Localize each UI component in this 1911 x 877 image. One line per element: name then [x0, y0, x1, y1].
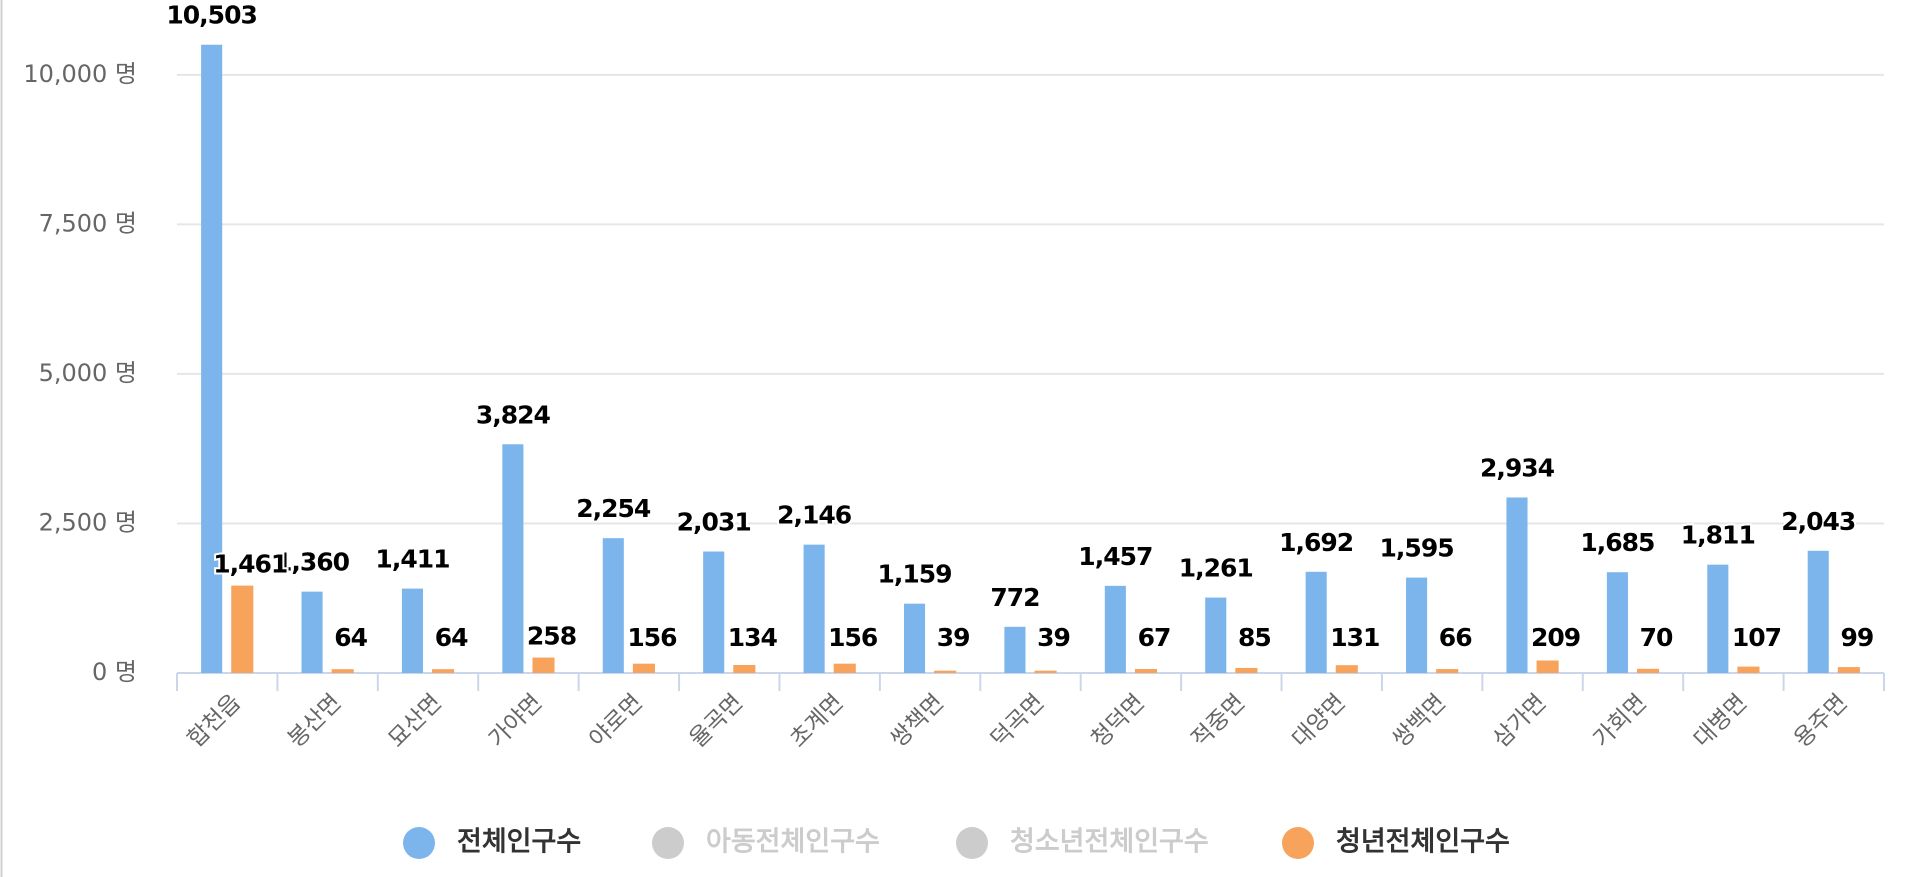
x-tick-label: 야로면: [584, 689, 647, 752]
data-label: 99: [1840, 623, 1873, 652]
bar: [903, 603, 926, 673]
x-tick-label: 합천읍: [183, 689, 246, 752]
bar: [1104, 585, 1126, 673]
data-label: 258: [527, 622, 576, 651]
legend-label[interactable]: 아동전체인구수: [706, 827, 880, 858]
bar: [1034, 670, 1057, 673]
legend-marker[interactable]: [403, 827, 435, 859]
bar: [1506, 497, 1528, 673]
bar: [833, 663, 856, 673]
data-label: 1,811: [1681, 521, 1755, 550]
data-label: 156: [627, 623, 677, 652]
y-tick-label: 2,500 명: [39, 508, 137, 536]
bar: [632, 663, 655, 673]
x-tick-label: 쌍책면: [886, 689, 949, 752]
x-tick-label: 초계면: [785, 689, 848, 752]
data-label: 1,461: [213, 550, 287, 579]
data-label: 156: [828, 623, 878, 652]
x-tick-label: 덕곡면: [986, 689, 1049, 752]
bar: [1636, 668, 1660, 673]
data-label: 1,261: [1179, 554, 1253, 583]
data-label: 10,503: [166, 1, 256, 30]
legend-marker[interactable]: [956, 827, 988, 859]
data-label: 66: [1439, 623, 1472, 652]
data-label: 134: [728, 623, 778, 652]
data-label: 1,692: [1279, 528, 1353, 557]
x-tick-label: 대병면: [1689, 689, 1752, 752]
bar: [432, 669, 455, 673]
x-tick-label: 청덕면: [1086, 689, 1149, 752]
data-label: 1,685: [1580, 528, 1654, 557]
bar: [1004, 626, 1026, 673]
data-label: 39: [1037, 623, 1070, 652]
data-label: 85: [1238, 623, 1271, 652]
data-label: 1,595: [1380, 534, 1454, 563]
bar: [1807, 550, 1829, 673]
legend-marker[interactable]: [652, 827, 684, 859]
bar: [1436, 669, 1459, 673]
bar: [201, 44, 223, 674]
x-tick-label: 쌍백면: [1388, 689, 1451, 752]
bar: [1837, 667, 1860, 673]
bar: [1335, 665, 1358, 673]
bar: [231, 585, 254, 673]
bar: [803, 544, 825, 673]
data-label: 39: [937, 623, 970, 652]
bar: [401, 588, 424, 673]
data-label: 2,146: [777, 501, 852, 530]
legend-label[interactable]: 청소년전체인구수: [1010, 827, 1209, 858]
bar: [1134, 668, 1158, 673]
data-label: 64: [435, 623, 468, 652]
bar: [703, 551, 725, 673]
data-label: 772: [990, 583, 1039, 612]
x-tick-label: 묘산면: [384, 689, 447, 752]
bar: [1235, 667, 1258, 673]
x-tick-label: 대양면: [1287, 689, 1350, 752]
bar: [1606, 572, 1628, 673]
bar: [1305, 571, 1327, 673]
data-label: 209: [1531, 623, 1580, 652]
data-label: 131: [1330, 623, 1379, 652]
bar: [301, 591, 323, 673]
bar: [331, 669, 354, 673]
legend-label[interactable]: 전체인구수: [457, 827, 581, 858]
data-label: 107: [1732, 623, 1781, 652]
x-tick-label: 봉산면: [283, 689, 346, 752]
bar: [934, 670, 957, 673]
data-label: 64: [334, 623, 367, 652]
bar: [1406, 577, 1428, 673]
x-tick-label: 가회면: [1589, 689, 1652, 752]
bar: [733, 664, 756, 673]
data-label: 2,031: [677, 508, 751, 537]
bar: [502, 444, 524, 673]
data-label: 1,457: [1078, 542, 1152, 571]
legend-marker[interactable]: [1282, 827, 1314, 859]
bar: [1536, 660, 1559, 673]
data-label: 2,934: [1480, 453, 1555, 482]
data-label: 1,411: [375, 545, 449, 574]
x-tick-label: 삼가면: [1488, 689, 1551, 752]
data-label: 1,159: [877, 560, 951, 589]
bar: [1707, 564, 1729, 673]
data-label: 3,824: [476, 400, 551, 429]
data-label: 67: [1138, 623, 1171, 652]
bar: [532, 657, 555, 673]
y-tick-label: 5,000 명: [39, 359, 137, 387]
bar: [1737, 666, 1760, 673]
bar: [1205, 597, 1227, 673]
data-label: 70: [1640, 623, 1673, 652]
x-tick-label: 용주면: [1789, 689, 1852, 752]
y-tick-label: 7,500 명: [39, 209, 137, 237]
y-tick-label: 0 명: [92, 658, 137, 686]
x-tick-label: 율곡면: [685, 689, 748, 752]
data-label: 2,254: [576, 494, 651, 523]
bar: [602, 538, 624, 673]
data-label: 2,043: [1781, 507, 1855, 536]
legend-label[interactable]: 청년전체인구수: [1336, 827, 1510, 858]
x-tick-label: 가야면: [484, 689, 547, 752]
y-tick-label: 10,000 명: [23, 60, 137, 88]
data-label: 1,360: [275, 548, 350, 577]
x-tick-label: 적중면: [1187, 689, 1250, 752]
